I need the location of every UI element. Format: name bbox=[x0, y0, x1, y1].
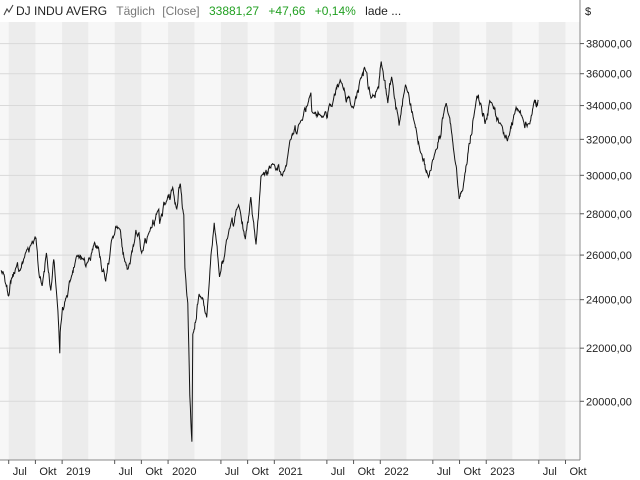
legend-price-type: [Close] bbox=[162, 4, 199, 18]
x-tick-label: Jul bbox=[13, 466, 27, 478]
x-tick-label: Jul bbox=[543, 466, 557, 478]
quarter-band bbox=[8, 22, 36, 460]
y-tick-label: 34000,00 bbox=[586, 101, 632, 113]
gridlines bbox=[0, 43, 580, 402]
quarter-bands bbox=[8, 22, 566, 460]
legend-change-abs: +47,66 bbox=[268, 4, 305, 18]
y-tick-label: 26000,00 bbox=[586, 250, 632, 262]
legend-last-value: 33881,27 bbox=[209, 4, 259, 18]
y-tick-label: 38000,00 bbox=[586, 39, 632, 51]
quarter-band bbox=[486, 22, 513, 460]
y-tick-label: 30000,00 bbox=[586, 170, 632, 182]
y-tick-label: 32000,00 bbox=[586, 134, 632, 146]
x-tick-label: Okt bbox=[569, 466, 586, 478]
y-tick-label: 20000,00 bbox=[586, 396, 632, 408]
x-tick-label: Okt bbox=[252, 466, 269, 478]
x-tick-label: Okt bbox=[358, 466, 375, 478]
y-tick-label: 28000,00 bbox=[586, 209, 632, 221]
legend-status: lade ... bbox=[365, 4, 401, 18]
line-chart-icon bbox=[3, 4, 14, 16]
x-tick-label: Jul bbox=[119, 466, 133, 478]
chart-legend: DJ INDU AVERG Täglich [Close] 33881,27 +… bbox=[3, 4, 401, 18]
x-tick-label: Okt bbox=[464, 466, 481, 478]
x-tick-label: Jul bbox=[437, 466, 451, 478]
quarter-band bbox=[274, 22, 301, 460]
quarter-band bbox=[538, 22, 566, 460]
x-tick-label: Okt bbox=[39, 466, 56, 478]
y-tick-label: 22000,00 bbox=[586, 343, 632, 355]
x-tick-label: 2019 bbox=[66, 466, 90, 478]
quarter-band bbox=[326, 22, 354, 460]
quarter-band bbox=[220, 22, 248, 460]
quarter-band bbox=[62, 22, 89, 460]
quarter-band bbox=[380, 22, 407, 460]
legend-instrument: DJ INDU AVERG bbox=[16, 4, 107, 18]
x-tick-label: 2020 bbox=[172, 466, 196, 478]
y-tick-label: 36000,00 bbox=[586, 69, 632, 81]
quarter-band bbox=[114, 22, 142, 460]
quarter-band bbox=[432, 22, 460, 460]
legend-change-pct: +0,14% bbox=[315, 4, 356, 18]
quarter-band bbox=[168, 22, 195, 460]
y-tick-label: 24000,00 bbox=[586, 295, 632, 307]
x-tick-label: 2023 bbox=[490, 466, 514, 478]
x-tick-label: 2021 bbox=[278, 466, 302, 478]
x-tick-label: Jul bbox=[225, 466, 239, 478]
x-axis: Jul Okt 2019 Jul Okt 2020 Jul Okt 2021 Jul Okt 2022… bbox=[8, 460, 587, 478]
x-tick-label: Okt bbox=[145, 466, 162, 478]
legend-interval: Täglich bbox=[116, 4, 155, 18]
x-tick-label: 2022 bbox=[384, 466, 408, 478]
y-axis: 20000,00 22000,00 24000,00 26000,00 28000,00… bbox=[580, 39, 632, 408]
svg-text:DJ INDU AVERG Täglich: DJ INDU AVERG Täglich [Close] 33881,27 +… bbox=[16, 4, 401, 18]
x-tick-label: Jul bbox=[331, 466, 345, 478]
price-line bbox=[0, 61, 539, 442]
currency-symbol: $ bbox=[585, 6, 591, 18]
